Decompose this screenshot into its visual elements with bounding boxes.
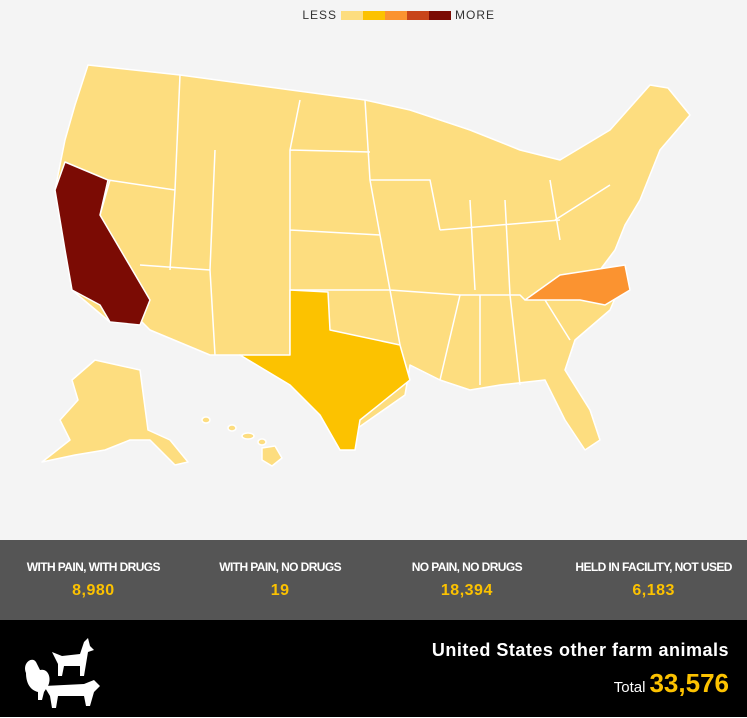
stat: HELD IN FACILITY, NOT USED 6,183 bbox=[560, 540, 747, 620]
state-lines bbox=[99, 74, 611, 386]
stat: WITH PAIN, NO DRUGS 19 bbox=[187, 540, 374, 620]
stat-value: 6,183 bbox=[632, 582, 675, 599]
stat-label: WITH PAIN, WITH DRUGS bbox=[26, 560, 161, 574]
legend-swatch bbox=[363, 11, 385, 20]
footer: United States other farm animals Total 33… bbox=[0, 620, 747, 717]
state-hawaii bbox=[201, 416, 283, 467]
total-value: 33,576 bbox=[649, 668, 729, 698]
legend-swatch bbox=[407, 11, 429, 20]
stat-label: NO PAIN, NO DRUGS bbox=[411, 560, 523, 574]
stat-value: 18,394 bbox=[440, 582, 493, 599]
us-mainland bbox=[54, 64, 691, 451]
stat-value: 8,980 bbox=[72, 582, 115, 599]
stat: NO PAIN, NO DRUGS 18,394 bbox=[374, 540, 561, 620]
animal-icons bbox=[25, 638, 100, 708]
stat-label: WITH PAIN, NO DRUGS bbox=[219, 560, 341, 574]
stat: WITH PAIN, WITH DRUGS 8,980 bbox=[0, 540, 187, 620]
legend-high: MORE bbox=[455, 8, 495, 22]
state-california bbox=[54, 161, 151, 326]
stat-value: 19 bbox=[270, 582, 290, 599]
legend-low: LESS bbox=[302, 8, 337, 22]
legend-swatch bbox=[385, 11, 407, 20]
legend-swatch bbox=[341, 11, 363, 20]
stats-bar: WITH PAIN, WITH DRUGS 8,980 WITH PAIN, NO … bbox=[0, 540, 747, 620]
legend: LESS MORE bbox=[302, 8, 495, 22]
footer-total: Total 33,576 bbox=[614, 668, 729, 699]
state-alaska bbox=[41, 359, 189, 466]
footer-title: United States other farm animals bbox=[431, 640, 729, 660]
total-label: Total bbox=[613, 679, 646, 696]
stat-label: HELD IN FACILITY, NOT USED bbox=[575, 560, 732, 574]
state-texas bbox=[239, 289, 411, 451]
state-north-carolina bbox=[524, 264, 631, 306]
map: LESS MORE bbox=[0, 0, 747, 540]
legend-swatch bbox=[429, 11, 451, 20]
